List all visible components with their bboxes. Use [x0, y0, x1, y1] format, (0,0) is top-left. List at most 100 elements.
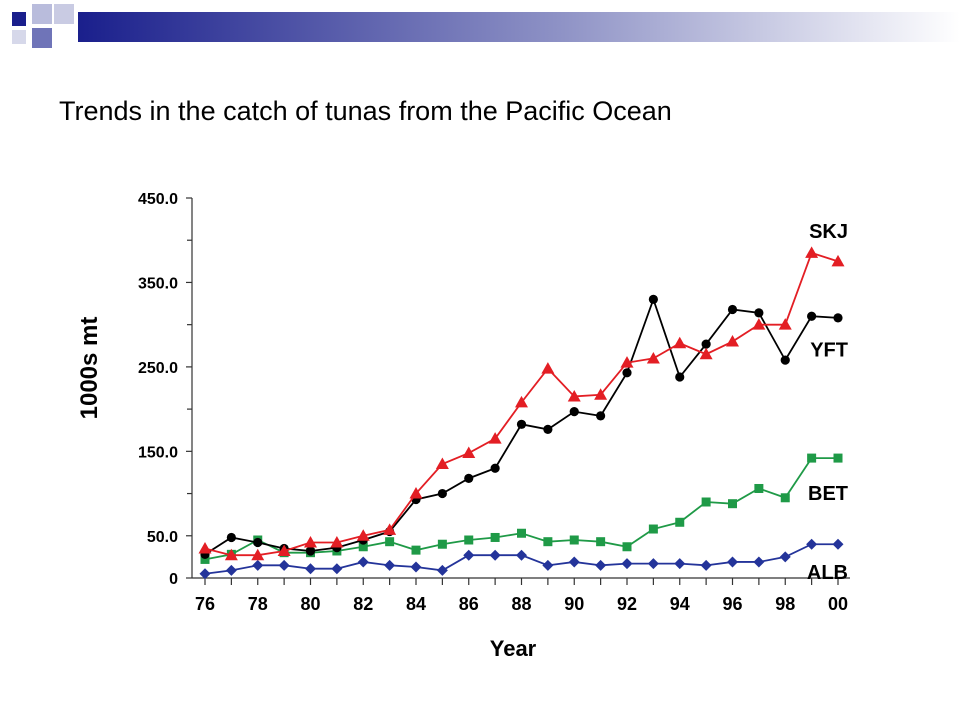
slide-title: Trends in the catch of tunas from the Pa…	[59, 96, 672, 126]
series-label-alb: ALB	[807, 562, 848, 584]
data-point-marker	[517, 528, 526, 538]
data-point-marker	[675, 517, 685, 527]
data-point-marker	[833, 453, 843, 463]
data-point-marker	[542, 559, 554, 571]
decorative-header-bar	[12, 4, 960, 48]
x-tick-label: 84	[406, 594, 426, 614]
data-point-marker	[596, 537, 606, 547]
series-label-skj: SKJ	[809, 221, 848, 243]
data-point-marker	[568, 556, 580, 568]
data-point-marker	[754, 483, 764, 493]
series-label-yft: YFT	[810, 339, 848, 361]
data-point-marker	[435, 457, 449, 469]
data-point-marker	[411, 545, 421, 555]
data-point-marker	[252, 559, 264, 571]
data-point-marker	[675, 372, 685, 382]
y-tick-label: 250.0	[138, 360, 178, 377]
data-point-marker	[648, 294, 658, 304]
data-point-marker	[648, 524, 658, 534]
data-point-marker	[831, 254, 845, 267]
y-tick-label: 50.0	[147, 529, 178, 546]
y-tick-label: 0	[169, 571, 178, 588]
chart-series	[198, 246, 845, 580]
data-point-marker	[198, 541, 212, 554]
x-tick-label: 98	[775, 594, 795, 614]
data-point-marker	[437, 488, 447, 499]
series-alb	[199, 538, 844, 580]
chart-series-labels: SKJ YFT BET ALB	[807, 221, 848, 584]
data-point-marker	[647, 558, 659, 570]
data-point-marker	[330, 536, 344, 548]
y-tick-label: 350.0	[138, 275, 178, 292]
data-point-marker	[754, 308, 764, 318]
x-tick-label: 86	[459, 594, 479, 614]
data-point-marker	[805, 246, 819, 258]
data-point-marker	[277, 544, 291, 556]
data-point-marker	[490, 532, 500, 542]
y-tick-label: 450.0	[138, 191, 178, 208]
data-point-marker	[833, 313, 843, 323]
data-point-marker	[383, 523, 397, 535]
data-point-marker	[543, 424, 553, 434]
data-point-marker	[357, 556, 369, 568]
x-tick-label: 92	[617, 594, 637, 614]
data-point-marker	[464, 473, 474, 483]
x-tick-label: 90	[564, 594, 584, 614]
x-tick-label: 96	[722, 594, 742, 614]
data-point-marker	[410, 561, 422, 573]
data-point-marker	[621, 558, 633, 570]
data-point-marker	[620, 356, 634, 368]
data-point-marker	[543, 537, 553, 547]
series-skj	[198, 246, 845, 561]
data-point-marker	[779, 551, 791, 563]
y-tick-label: 150.0	[138, 444, 178, 461]
data-point-marker	[488, 432, 502, 444]
series-line-bet	[204, 457, 838, 561]
data-point-marker	[515, 395, 528, 408]
x-tick-label: 00	[828, 594, 848, 614]
data-point-marker	[753, 556, 765, 568]
data-point-marker	[541, 362, 555, 374]
data-point-marker	[569, 407, 579, 417]
data-point-marker	[780, 355, 790, 365]
y-axis-label: 1000s mt	[76, 317, 103, 420]
x-tick-label: 82	[353, 594, 373, 614]
data-point-marker	[596, 411, 606, 421]
series-yft	[200, 294, 843, 559]
header-square-light	[32, 4, 52, 24]
header-square-navy	[12, 12, 26, 26]
data-point-marker	[200, 554, 210, 564]
data-point-marker	[305, 563, 316, 575]
data-point-marker	[226, 532, 236, 543]
data-point-marker	[700, 559, 712, 571]
data-point-marker	[701, 497, 711, 507]
data-point-marker	[385, 537, 395, 547]
data-point-marker	[224, 548, 238, 561]
data-point-marker	[567, 389, 581, 402]
x-axis-label: Year	[490, 636, 537, 661]
data-point-marker	[806, 538, 818, 550]
data-point-marker	[331, 563, 343, 575]
data-point-marker	[622, 368, 632, 378]
data-point-marker	[436, 564, 448, 576]
data-point-marker	[699, 347, 713, 360]
data-point-marker	[516, 549, 527, 561]
data-point-marker	[463, 549, 475, 561]
data-point-marker	[490, 463, 500, 473]
data-point-marker	[727, 556, 738, 568]
data-point-marker	[464, 535, 474, 545]
data-point-marker	[305, 546, 316, 556]
data-point-marker	[727, 304, 738, 315]
data-point-marker	[489, 549, 501, 561]
series-label-bet: BET	[808, 483, 848, 505]
data-point-marker	[462, 446, 476, 459]
data-point-marker	[569, 535, 579, 545]
x-tick-label: 94	[670, 594, 690, 614]
header-gradient-strip	[78, 12, 960, 42]
x-tick-label: 88	[511, 594, 531, 614]
data-point-marker	[594, 388, 608, 400]
data-point-marker	[251, 548, 265, 561]
data-point-marker	[646, 351, 660, 364]
data-point-marker	[304, 536, 317, 548]
data-point-marker	[437, 539, 447, 549]
